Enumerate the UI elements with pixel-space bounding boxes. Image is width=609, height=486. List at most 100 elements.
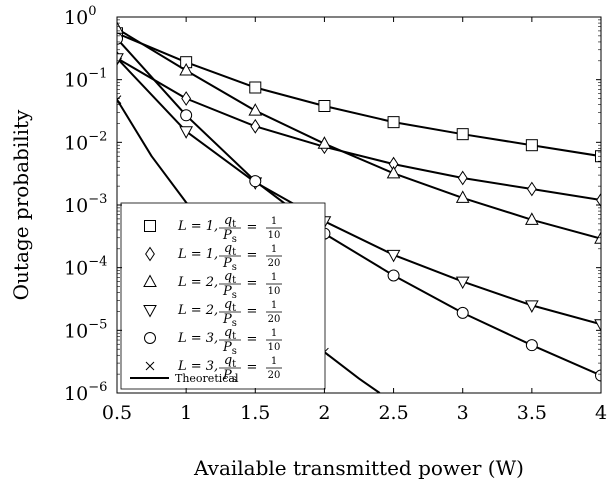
legend-num: q (224, 213, 232, 228)
series-2-point (596, 192, 601, 208)
legend-frac-num: 1 (271, 356, 277, 367)
legend-frac-den: 20 (268, 370, 281, 381)
legend-frac-num: 1 (271, 244, 277, 255)
legend-num: q (224, 297, 232, 312)
x-tick-label: 2.5 (378, 402, 408, 424)
legend-den-sub: s (232, 346, 237, 357)
y-tick-exponent: 0 (88, 4, 96, 19)
legend-den: P (222, 368, 232, 383)
legend-frac-top: qt (224, 297, 236, 314)
legend-num: q (224, 241, 232, 256)
series-5-point (525, 339, 538, 352)
series-2-point (181, 91, 192, 106)
series-4-point (525, 300, 539, 313)
legend-equals: = (247, 332, 258, 347)
y-tick-label: 10−2 (64, 129, 107, 154)
legend-frac-num: 1 (271, 328, 277, 339)
legend-label: L = 3, (177, 359, 218, 374)
legend-frac-den: 20 (268, 258, 281, 269)
legend-marker (143, 305, 157, 318)
legend-num-sub: t (232, 359, 236, 370)
legend-box (120, 202, 326, 390)
x-tick-label: 0.5 (102, 402, 132, 424)
y-tick-exponent: −2 (88, 129, 107, 144)
series-3-point (117, 21, 124, 34)
legend-frac-den: 10 (268, 342, 281, 353)
x-tick-label: 3.5 (517, 402, 547, 424)
y-tick-base: 10 (64, 320, 88, 342)
legend-den-sub: s (232, 318, 237, 329)
y-tick-label: 10−1 (64, 67, 107, 92)
y-tick-label: 100 (64, 4, 96, 29)
legend-frac-den: 10 (268, 230, 281, 241)
legend-label: L = 2, (177, 303, 218, 318)
axis-layer: 0.5 1 1.5 2 2.5 3 3.5 410010−110−210−310−410−51… (64, 4, 607, 424)
legend-den-sub: s (232, 374, 237, 385)
legend-num-sub: t (232, 303, 236, 314)
y-tick-exponent: −3 (88, 192, 107, 207)
legend-frac-top: qt (224, 353, 236, 370)
legend-num-sub: t (232, 331, 236, 342)
series-1-point (525, 139, 538, 152)
series-2-point (526, 181, 537, 197)
y-tick-base: 10 (64, 195, 88, 217)
legend-frac-bottom: Ps (222, 284, 237, 301)
y-tick-label: 10−4 (64, 255, 107, 280)
legend-equals: = (247, 276, 258, 291)
series-4-point (117, 53, 124, 66)
legend-den: P (222, 312, 232, 327)
legend-theoretical-label: Theoretical (175, 372, 239, 385)
series-4-point (386, 249, 401, 263)
legend-frac-bottom: Ps (222, 340, 237, 357)
series-2-point (250, 118, 261, 134)
y-tick-base: 10 (64, 132, 88, 154)
legend-equals: = (247, 360, 258, 375)
legend-den: P (222, 228, 232, 243)
legend-frac-den: 10 (268, 286, 281, 297)
series-5-point (456, 306, 469, 319)
y-tick-label: 10−3 (64, 192, 107, 217)
series-5-line (117, 38, 601, 377)
legend-den-sub: s (232, 262, 237, 273)
series-3-point (455, 190, 470, 203)
series-3-point (179, 62, 193, 76)
legend-marker (143, 274, 157, 287)
legend-num: q (224, 325, 232, 340)
y-tick-exponent: −6 (88, 380, 107, 395)
legend-equals: = (247, 248, 258, 263)
legend-frac-top: qt (224, 325, 236, 342)
legend-num-sub: t (232, 219, 236, 230)
series-4-line (117, 57, 601, 326)
legend-equals: = (247, 304, 258, 319)
y-tick-base: 10 (64, 7, 88, 29)
series-3-line (117, 27, 601, 240)
y-tick-base: 10 (64, 383, 88, 405)
series-1-point (387, 116, 400, 129)
legend-frac-top: qt (224, 241, 236, 258)
y-tick-base: 10 (64, 70, 88, 92)
y-tick-label: 10−6 (64, 380, 107, 405)
legend-frac-num: 1 (271, 216, 277, 227)
legend-num-sub: t (232, 247, 236, 258)
y-tick-label: 10−5 (64, 317, 107, 342)
y-axis-label: Outage probability (9, 109, 33, 300)
legend-den: P (222, 340, 232, 355)
legend-den: P (222, 284, 232, 299)
series-3-point (386, 165, 401, 179)
legend-den: P (222, 256, 232, 271)
y-tick-exponent: −4 (88, 255, 107, 270)
series-3 (117, 21, 601, 244)
legend-frac-bottom: Ps (222, 228, 237, 245)
legend-marker (144, 332, 156, 344)
legend-marker (145, 246, 155, 262)
series-1-point (456, 128, 469, 141)
legend-frac-den: 20 (268, 314, 281, 325)
series-3-point (525, 212, 539, 225)
